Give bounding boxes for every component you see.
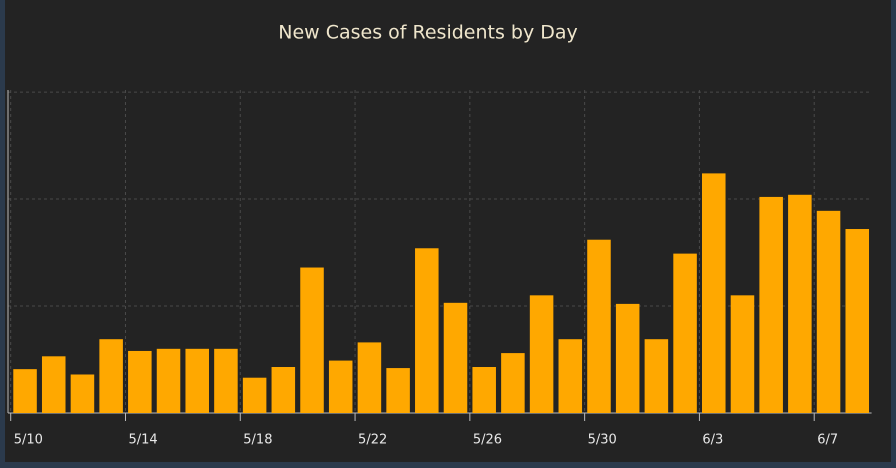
chart-title: New Cases of Residents by Day bbox=[278, 22, 578, 44]
bar bbox=[300, 267, 324, 413]
bar bbox=[558, 339, 583, 413]
bar bbox=[185, 348, 209, 413]
x-tick-label: 5/14 bbox=[128, 433, 157, 448]
bar bbox=[730, 295, 755, 413]
bar bbox=[472, 367, 496, 413]
x-tick-label: 5/10 bbox=[14, 433, 43, 448]
bar bbox=[816, 210, 841, 413]
bar bbox=[41, 356, 66, 413]
x-tick-label: 5/22 bbox=[358, 433, 387, 448]
bar bbox=[128, 350, 152, 413]
bar bbox=[70, 374, 95, 413]
bar bbox=[415, 248, 439, 413]
bar bbox=[587, 239, 611, 413]
bar bbox=[501, 353, 525, 413]
bar bbox=[529, 295, 554, 413]
bar bbox=[271, 367, 296, 413]
bar bbox=[615, 303, 640, 413]
x-tick-label: 5/26 bbox=[473, 433, 502, 448]
bar bbox=[242, 377, 267, 413]
bar bbox=[759, 196, 783, 413]
bar bbox=[386, 368, 410, 413]
bar bbox=[357, 342, 382, 413]
x-tick-label: 5/18 bbox=[243, 433, 272, 448]
bar bbox=[13, 369, 37, 413]
bar bbox=[644, 339, 669, 413]
bar bbox=[788, 194, 812, 413]
x-tick-label: 5/30 bbox=[588, 433, 617, 448]
bar bbox=[328, 360, 353, 413]
bar bbox=[156, 348, 181, 413]
bar bbox=[702, 173, 726, 413]
x-tick-label: 6/3 bbox=[702, 433, 723, 448]
bar bbox=[214, 348, 238, 413]
bar bbox=[443, 302, 468, 413]
x-tick-label: 6/7 bbox=[817, 433, 838, 448]
bar bbox=[99, 339, 123, 413]
bar bbox=[845, 229, 870, 413]
bar bbox=[673, 253, 697, 413]
